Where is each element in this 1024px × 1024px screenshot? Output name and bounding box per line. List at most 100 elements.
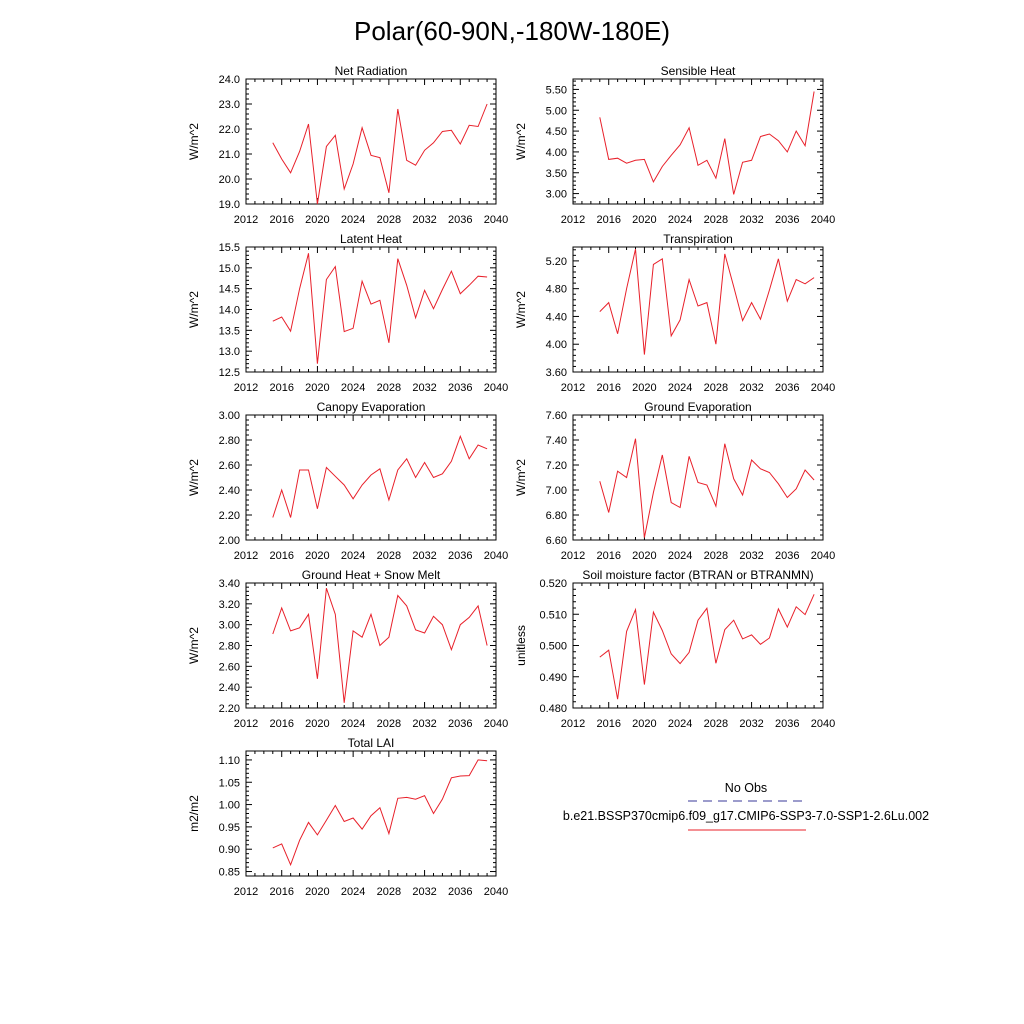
panel-6-xtick-label: 2016 [596, 550, 620, 562]
panel-2-ylabel: W/m^2 [514, 123, 528, 160]
panel-1-xtick-label: 2012 [234, 214, 258, 226]
panel-4-series-line [599, 248, 815, 355]
panel-4-xtick-label: 2024 [668, 382, 692, 394]
panel-4-xtick-label: 2016 [596, 382, 620, 394]
panel-1-xtick-label: 2020 [305, 214, 329, 226]
panel-4-ytick-label: 3.60 [546, 367, 567, 379]
panel-1: Net Radiation W/m^2 2012 2016 2020 2024 2028 20… [187, 64, 508, 226]
panel-5-ytick-label: 2.60 [219, 460, 240, 472]
panel-5-xtick-label: 2036 [448, 550, 472, 562]
panel-1-ytick-label: 23.0 [219, 99, 240, 111]
legend-obs-label: No Obs [725, 781, 767, 795]
panel-4-xtick-label: 2020 [632, 382, 656, 394]
panel-9-series-line [272, 759, 488, 867]
panel-6-xtick-label: 2024 [668, 550, 692, 562]
panel-4-xtick-label: 2040 [811, 382, 835, 394]
panel-5-series-line [272, 434, 488, 518]
panel-7-series-line [272, 588, 488, 703]
panel-8-ytick-label: 0.490 [539, 672, 567, 684]
panel-8-ytick-label: 0.480 [539, 703, 567, 715]
panel-3-xtick-label: 2016 [269, 382, 293, 394]
panel-9-ytick-label: 0.90 [219, 844, 240, 856]
panel-4-xtick-label: 2012 [561, 382, 585, 394]
panel-2-xtick-label: 2040 [811, 214, 835, 226]
panel-4-ytick-label: 4.00 [546, 339, 567, 351]
panel-2-ytick-label: 3.00 [546, 189, 567, 201]
panel-7-xtick-label: 2012 [234, 718, 258, 730]
panel-2-title: Sensible Heat [661, 64, 736, 78]
panel-1-ylabel: W/m^2 [187, 123, 201, 160]
panel-1-xtick-label: 2028 [377, 214, 401, 226]
panel-2-xtick-label: 2020 [632, 214, 656, 226]
panel-7-xtick-label: 2040 [484, 718, 508, 730]
panel-3-ytick-label: 13.0 [219, 346, 240, 358]
panel-7-xtick-label: 2020 [305, 718, 329, 730]
panel-7-xtick-label: 2016 [269, 718, 293, 730]
panel-5-ytick-label: 2.40 [219, 485, 240, 497]
panel-3-ytick-label: 12.5 [219, 367, 240, 379]
panel-3-ytick-label: 15.5 [219, 242, 240, 254]
panel-6-xtick-label: 2032 [739, 550, 763, 562]
panel-8-xtick-label: 2028 [704, 718, 728, 730]
panel-4-ytick-label: 5.20 [546, 256, 567, 268]
panel-1-ytick-label: 21.0 [219, 149, 240, 161]
panel-9-ytick-label: 1.05 [219, 777, 240, 789]
panel-6-series-line [599, 438, 815, 538]
panel-6-frame [572, 414, 824, 541]
panel-4-title: Transpiration [663, 232, 733, 246]
panel-9-xtick-label: 2032 [412, 886, 436, 898]
panel-6-xtick-label: 2028 [704, 550, 728, 562]
panel-3-xtick-label: 2012 [234, 382, 258, 394]
panel-6-xtick-label: 2020 [632, 550, 656, 562]
panel-7-ytick-label: 3.20 [219, 599, 240, 611]
panel-6: Ground Evaporation W/m^2 2012 2016 2020 2024 2… [514, 400, 835, 562]
panel-2-xtick-label: 2028 [704, 214, 728, 226]
panel-6-ytick-label: 7.60 [546, 410, 567, 422]
panel-6-xtick-label: 2036 [775, 550, 799, 562]
panel-8-series-line [599, 594, 815, 700]
panel-9-xtick-label: 2016 [269, 886, 293, 898]
panel-3-series-line [272, 253, 488, 364]
panel-3-ytick-label: 15.0 [219, 263, 240, 275]
panel-8: Soil moisture factor (BTRAN or BTRANMN) u… [514, 568, 835, 730]
panel-3-xtick-label: 2028 [377, 382, 401, 394]
panel-3-title: Latent Heat [340, 232, 403, 246]
legend: No Obs b.e21.BSSP370cmip6.f09_g17.CMIP6-… [563, 781, 929, 831]
panel-3-ytick-label: 13.5 [219, 325, 240, 337]
panel-4-ytick-label: 4.40 [546, 311, 567, 323]
panel-3-xtick-label: 2032 [412, 382, 436, 394]
panel-7-ytick-label: 3.00 [219, 620, 240, 632]
panel-9-frame [245, 750, 497, 877]
panel-2-ytick-label: 5.50 [546, 84, 567, 96]
panel-8-xtick-label: 2012 [561, 718, 585, 730]
panel-8-xtick-label: 2036 [775, 718, 799, 730]
panel-1-xtick-label: 2040 [484, 214, 508, 226]
panel-9-xtick-label: 2040 [484, 886, 508, 898]
panel-8-xtick-label: 2032 [739, 718, 763, 730]
panel-5-ylabel: W/m^2 [187, 459, 201, 496]
panel-8-xtick-label: 2024 [668, 718, 692, 730]
panel-1-ytick-label: 24.0 [219, 74, 240, 86]
panel-4-ytick-label: 4.80 [546, 284, 567, 296]
panel-5-frame [245, 414, 497, 541]
panel-8-title: Soil moisture factor (BTRAN or BTRANMN) [582, 568, 813, 582]
panel-7-xtick-label: 2028 [377, 718, 401, 730]
panel-8-ytick-label: 0.500 [539, 641, 567, 653]
panel-6-ylabel: W/m^2 [514, 459, 528, 496]
panel-8-xtick-label: 2040 [811, 718, 835, 730]
panel-4: Transpiration W/m^2 2012 2016 2020 2024 2028 20… [514, 232, 835, 394]
panel-9-xtick-label: 2028 [377, 886, 401, 898]
panel-3-xtick-label: 2024 [341, 382, 365, 394]
panel-2-xtick-label: 2036 [775, 214, 799, 226]
panel-5-xtick-label: 2032 [412, 550, 436, 562]
panel-7-ytick-label: 3.40 [219, 578, 240, 590]
panel-9: Total LAI m2/m2 2012 2016 2020 2024 2028 2032 20… [187, 736, 508, 898]
panel-3-ylabel: W/m^2 [187, 291, 201, 328]
panel-4-xtick-label: 2036 [775, 382, 799, 394]
panel-6-ytick-label: 6.80 [546, 510, 567, 522]
panel-8-xtick-label: 2016 [596, 718, 620, 730]
panel-5-xtick-label: 2040 [484, 550, 508, 562]
panel-2-series-line [599, 91, 815, 195]
panel-5-xtick-label: 2024 [341, 550, 365, 562]
